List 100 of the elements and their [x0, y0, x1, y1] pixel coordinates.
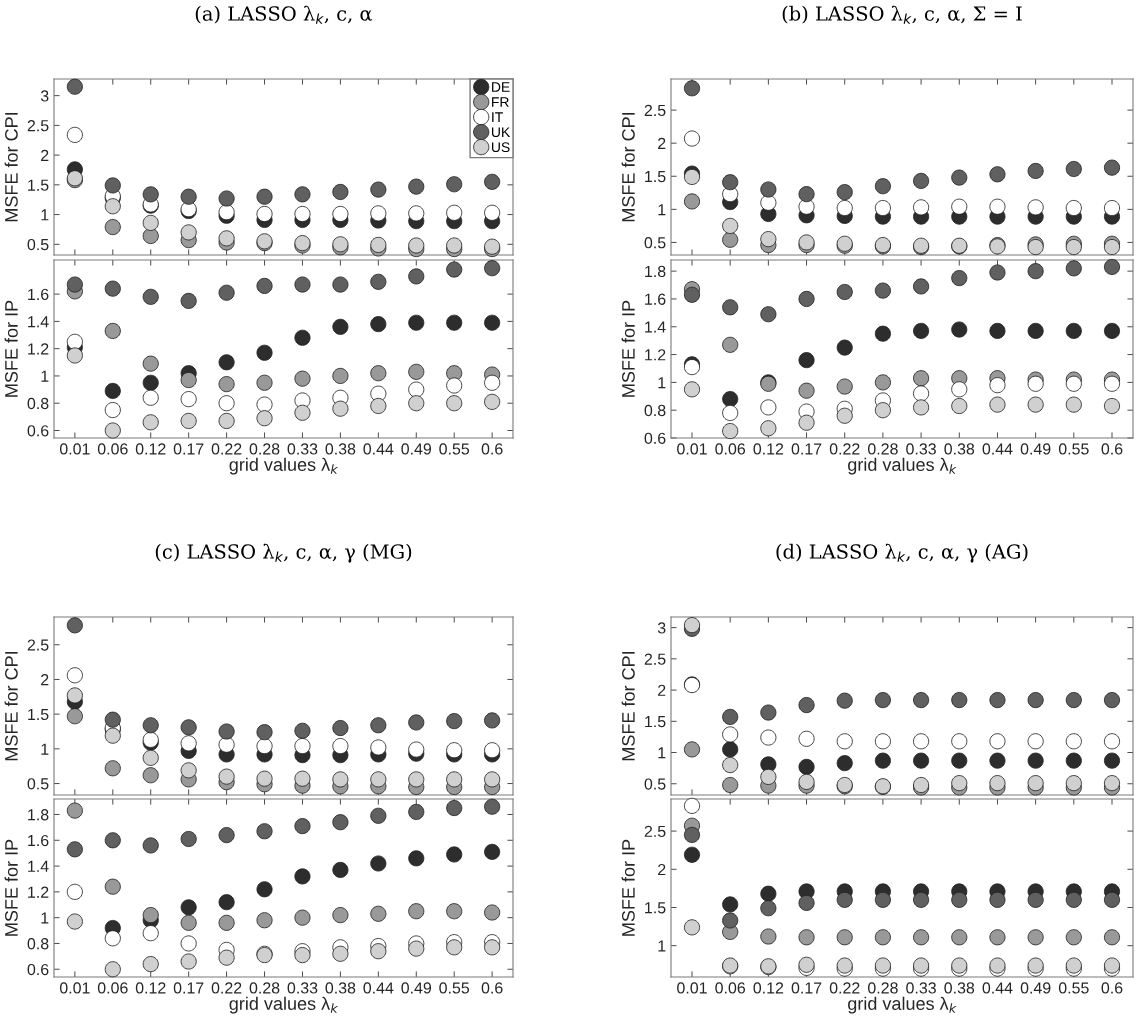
chart-title: (d) LASSO λ$_{k}$, c, α, γ (AG) — [776, 543, 1028, 563]
x-tick-label: 0.01 — [59, 982, 90, 994]
x-tick-label: 0.22 — [829, 982, 860, 994]
x-tick-label: 0.22 — [211, 982, 242, 994]
y-tick-label: 2.5 — [27, 120, 49, 132]
y-axis-title: MSFE for IP — [4, 839, 18, 936]
y-tick-label: 1.8 — [645, 265, 666, 278]
y-tick-label: 0.8 — [644, 404, 666, 417]
y-axis-title: MSFE for IP — [4, 300, 18, 397]
x-axis-title: grid values λ$_{k}$ — [848, 996, 957, 1014]
x-tick-label: 0.38 — [325, 982, 356, 994]
x-tick-label: 0.06 — [715, 443, 746, 455]
x-tick-label: 0.38 — [944, 982, 975, 994]
y-tick-label: 2 — [658, 137, 666, 149]
x-tick-label: 0.22 — [829, 443, 860, 455]
chart-title: (b) LASSO λ$_{k}$, c, α, Σ = I — [782, 5, 1022, 24]
y-tick-label: 3 — [40, 90, 49, 102]
x-tick-label: 0.44 — [363, 443, 394, 455]
y-tick-label: 1 — [41, 209, 49, 221]
x-tick-label: 0.06 — [715, 982, 746, 994]
y-axis-title: MSFE for CPI — [621, 112, 635, 222]
y-tick-label: 2 — [658, 684, 666, 696]
y-tick-label: 1.5 — [28, 179, 49, 191]
legend-label: DE — [492, 82, 510, 92]
y-tick-label: 1 — [658, 940, 666, 952]
x-tick-label: 0.44 — [982, 982, 1013, 994]
y-tick-label: 0.5 — [27, 238, 49, 251]
x-tick-label: 0.28 — [867, 982, 898, 994]
x-tick-label: 0.12 — [753, 443, 784, 455]
y-tick-label: 2 — [41, 674, 49, 686]
y-tick-label: 2.5 — [644, 653, 666, 665]
y-tick-label: 1 — [658, 747, 666, 759]
y-tick-label: 2.5 — [27, 639, 49, 651]
y-tick-label: 1.5 — [645, 171, 666, 183]
x-tick-label: 0.17 — [791, 443, 822, 455]
y-tick-label: 1.6 — [28, 834, 49, 847]
y-tick-label: 2.5 — [644, 825, 666, 838]
x-tick-label: 0.49 — [401, 982, 432, 994]
x-axis-title: grid values λ$_{k}$ — [229, 996, 339, 1014]
x-tick-label: 0.38 — [325, 443, 356, 455]
x-tick-label: 0.17 — [791, 982, 822, 994]
x-tick-label: 0.44 — [982, 443, 1013, 455]
x-tick-label: 0.33 — [906, 443, 936, 455]
y-tick-label: 1.5 — [645, 902, 666, 914]
y-axis-title: MSFE for CPI — [4, 112, 18, 222]
y-tick-label: 0.6 — [644, 432, 666, 444]
y-tick-label: 1 — [658, 204, 666, 216]
chart-title: (a) LASSO λ$_{k}$, c, α — [195, 5, 373, 24]
x-tick-label: 0.55 — [439, 982, 470, 994]
x-tick-label: 0.06 — [97, 982, 128, 994]
x-tick-label: 0.12 — [753, 982, 784, 994]
x-tick-label: 0.6 — [1101, 982, 1123, 994]
y-tick-label: 0.8 — [27, 938, 49, 950]
x-tick-label: 0.06 — [97, 443, 128, 455]
x-tick-label: 0.49 — [1020, 982, 1051, 994]
y-tick-label: 1.4 — [28, 860, 49, 872]
x-tick-label: 0.28 — [249, 982, 280, 994]
y-tick-label: 1.8 — [28, 809, 49, 821]
y-tick-label: 1.5 — [28, 708, 49, 721]
y-axis-title: MSFE for IP — [621, 300, 635, 397]
y-tick-label: 1.2 — [28, 886, 49, 898]
x-tick-label: 0.33 — [906, 982, 936, 994]
y-tick-label: 0.5 — [27, 778, 49, 790]
x-tick-label: 0.17 — [173, 443, 204, 455]
x-tick-label: 0.55 — [1058, 443, 1089, 455]
x-tick-label: 0.55 — [439, 443, 470, 455]
x-axis-title: grid values λ$_{k}$ — [229, 457, 339, 475]
y-axis-title: MSFE for CPI — [4, 651, 18, 761]
legend-label: FR — [492, 97, 509, 107]
y-tick-label: 0.8 — [27, 397, 49, 410]
x-tick-label: 0.49 — [1020, 443, 1051, 455]
y-axis-title: MSFE for IP — [621, 839, 635, 936]
y-tick-label: 2.5 — [644, 104, 666, 117]
x-tick-label: 0.33 — [287, 443, 318, 455]
y-tick-label: 2 — [41, 149, 49, 161]
y-tick-label: 1.2 — [645, 349, 666, 361]
x-tick-label: 0.55 — [1058, 982, 1089, 994]
y-tick-label: 1.4 — [645, 321, 666, 333]
y-tick-label: 0.6 — [27, 963, 49, 976]
y-tick-label: 1 — [41, 370, 49, 382]
x-tick-label: 0.28 — [249, 443, 280, 455]
x-tick-label: 0.6 — [481, 982, 503, 994]
y-tick-label: 1 — [41, 743, 49, 755]
chart-title: (c) LASSO λ$_{k}$, c, α, γ (MG) — [155, 543, 412, 563]
x-axis-title: grid values λ$_{k}$ — [848, 457, 957, 475]
y-tick-label: 1.5 — [645, 716, 666, 728]
x-tick-label: 0.38 — [944, 443, 975, 455]
x-tick-label: 0.01 — [677, 982, 707, 994]
y-tick-label: 1 — [41, 912, 49, 924]
y-tick-label: 1 — [658, 377, 666, 389]
y-tick-label: 1.6 — [28, 288, 49, 301]
x-tick-label: 0.44 — [363, 982, 394, 994]
y-tick-label: 0.5 — [644, 778, 666, 790]
y-tick-label: 1.4 — [28, 316, 49, 328]
legend-label: UK — [492, 127, 511, 138]
y-tick-label: 1.2 — [28, 343, 49, 355]
x-tick-label: 0.28 — [867, 443, 898, 455]
x-tick-label: 0.01 — [59, 443, 90, 455]
y-tick-label: 0.6 — [27, 425, 49, 437]
x-tick-label: 0.49 — [401, 443, 432, 455]
